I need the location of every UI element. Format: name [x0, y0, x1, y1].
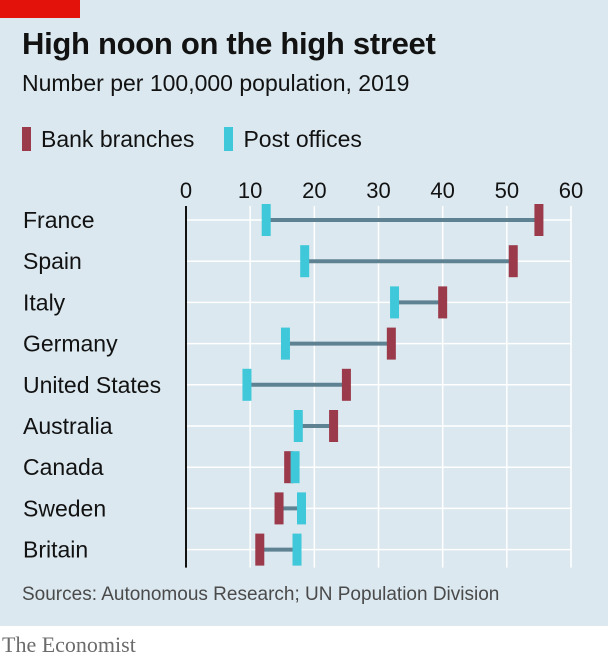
bank-branches-marker [274, 492, 284, 525]
legend-item-post: Post offices [224, 125, 362, 153]
legend: Bank branches Post offices [22, 124, 392, 154]
bank-branches-marker [438, 286, 448, 319]
post-offices-marker [290, 451, 300, 484]
legend-label-post: Post offices [243, 125, 362, 152]
source-note: Sources: Autonomous Research; UN Populat… [22, 584, 500, 605]
chart-title: High noon on the high street [22, 26, 436, 61]
x-tick-label: 20 [302, 178, 326, 203]
post-offices-marker [300, 245, 310, 278]
category-label: Canada [23, 454, 104, 480]
legend-label-bank: Bank branches [41, 125, 195, 152]
bank-branches-marker [341, 368, 351, 401]
x-tick-label: 60 [559, 178, 583, 203]
bank-branches-marker [508, 245, 518, 278]
bank-branches-marker [386, 327, 396, 360]
x-tick-label: 10 [238, 178, 262, 203]
legend-item-bank: Bank branches [22, 126, 194, 153]
post-offices-marker [292, 533, 302, 566]
legend-swatch-post [224, 127, 234, 151]
dumbbell-chart: 0 10 20 30 40 50 60 France Spain Italy Germany Unit… [23, 178, 583, 568]
category-label: France [23, 207, 95, 233]
post-offices-marker [242, 368, 252, 401]
x-tick-label: 0 [180, 178, 192, 203]
category-label: Australia [23, 413, 113, 439]
post-offices-marker [390, 286, 400, 319]
category-label: Germany [23, 331, 118, 357]
post-offices-marker [293, 410, 303, 442]
post-offices-marker [297, 492, 306, 525]
bank-branches-marker [534, 204, 544, 236]
publication-brand: The Economist [2, 632, 136, 657]
bank-branches-marker [329, 410, 339, 442]
chart-subtitle: Number per 100,000 population, 2019 [22, 70, 410, 96]
x-tick-label: 50 [495, 178, 519, 203]
bank-branches-marker [284, 451, 294, 484]
x-tick-label: 40 [430, 178, 454, 203]
category-label: Sweden [23, 495, 106, 521]
category-label: Spain [23, 248, 82, 274]
x-tick-label: 30 [366, 178, 390, 203]
legend-swatch-bank [22, 127, 31, 151]
category-label: Italy [23, 289, 66, 315]
brand-red-tag [0, 0, 80, 18]
post-offices-marker [261, 204, 271, 236]
bank-branches-marker [255, 533, 265, 566]
category-label: Britain [23, 537, 88, 563]
category-label: United States [23, 372, 161, 398]
post-offices-marker [280, 327, 290, 360]
